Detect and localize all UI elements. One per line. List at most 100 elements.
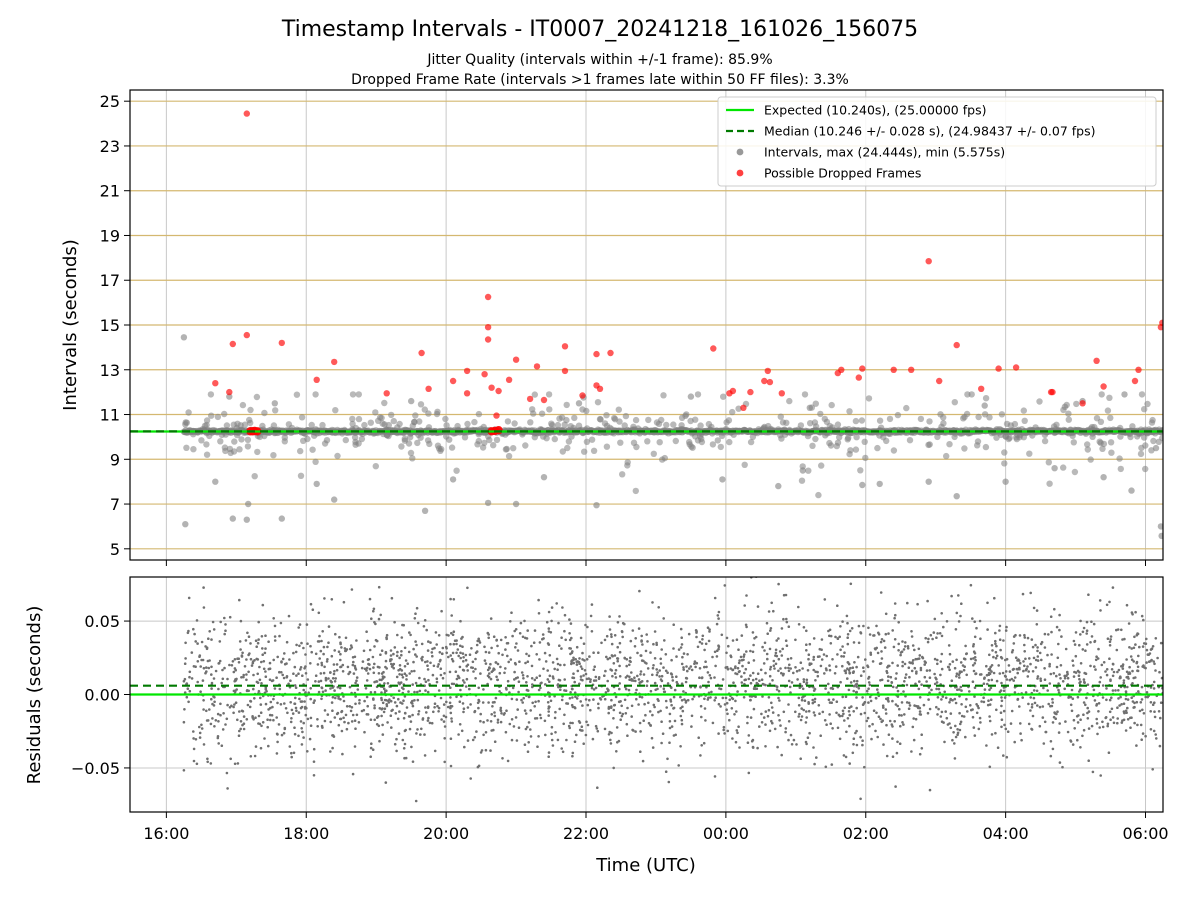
- residual-point: [487, 675, 491, 679]
- residual-point: [183, 662, 187, 665]
- residual-point: [578, 662, 581, 665]
- residual-point: [520, 698, 523, 702]
- residual-point: [418, 689, 422, 693]
- residual-point: [350, 588, 354, 591]
- dropped-frame-point: [488, 384, 495, 391]
- residual-point: [1084, 672, 1088, 675]
- residual-point: [1063, 676, 1067, 680]
- interval-point: [1117, 465, 1125, 473]
- dropped-frame-point: [925, 258, 932, 265]
- residual-point: [973, 635, 977, 639]
- residual-point: [363, 699, 366, 703]
- residual-point: [316, 725, 320, 728]
- residual-point: [1153, 710, 1156, 713]
- residual-point: [639, 673, 642, 676]
- residual-point: [832, 698, 835, 701]
- residual-point: [656, 698, 659, 701]
- dropped-frame-point: [859, 365, 866, 372]
- residual-point: [202, 699, 205, 702]
- residual-point: [842, 712, 845, 716]
- residual-point: [840, 655, 843, 658]
- residual-point: [1028, 657, 1031, 660]
- residual-point: [536, 745, 539, 748]
- residual-point: [702, 741, 706, 745]
- residual-point: [704, 719, 707, 722]
- interval-point: [203, 451, 211, 458]
- residual-point: [202, 708, 205, 711]
- residual-point: [728, 698, 731, 702]
- residual-point: [386, 682, 390, 685]
- residual-point: [1081, 648, 1085, 651]
- residual-point: [183, 691, 187, 694]
- residual-point: [1024, 657, 1027, 661]
- residual-point: [887, 675, 890, 678]
- residual-point: [973, 652, 977, 655]
- residual-point: [839, 625, 842, 628]
- interval-point: [442, 415, 449, 423]
- residual-point: [658, 669, 661, 672]
- residual-point: [767, 708, 771, 712]
- residual-point: [214, 669, 218, 673]
- residual-point: [224, 629, 227, 632]
- residual-point: [434, 631, 438, 634]
- residual-point: [1070, 688, 1074, 692]
- residual-point: [616, 741, 619, 744]
- residual-point: [347, 721, 350, 725]
- residual-point: [653, 657, 657, 660]
- residual-point: [1125, 670, 1129, 674]
- residual-point: [786, 657, 790, 661]
- residual-point: [804, 721, 808, 724]
- residual-point: [254, 745, 258, 748]
- residual-point: [608, 628, 612, 631]
- residual-point: [914, 682, 917, 686]
- residual-point: [1151, 703, 1155, 706]
- residual-point: [936, 696, 940, 699]
- residual-point: [907, 701, 911, 705]
- residual-point: [1048, 664, 1051, 668]
- residual-point: [847, 668, 851, 672]
- residual-point: [198, 736, 202, 739]
- residual-point: [439, 673, 443, 677]
- residual-point: [956, 728, 959, 731]
- residual-point: [852, 670, 855, 673]
- residual-point: [247, 635, 251, 638]
- residual-point: [880, 650, 883, 653]
- interval-point: [414, 439, 421, 447]
- interval-point: [203, 421, 210, 429]
- residual-point: [365, 695, 369, 699]
- residual-point: [273, 687, 277, 690]
- residual-point: [450, 657, 454, 661]
- residual-point: [1101, 720, 1104, 724]
- residual-point: [323, 719, 327, 723]
- interval-point: [575, 400, 583, 407]
- residual-point: [385, 633, 389, 637]
- residual-point: [973, 686, 977, 689]
- residual-point: [1119, 695, 1122, 699]
- residual-point: [859, 712, 863, 716]
- residual-point: [520, 671, 524, 674]
- residual-point: [320, 686, 324, 689]
- residual-point: [880, 638, 884, 641]
- residual-point: [295, 674, 298, 677]
- residual-point: [1000, 696, 1003, 699]
- residual-point: [597, 702, 600, 706]
- residual-point: [1089, 641, 1092, 644]
- interval-point: [1150, 437, 1157, 445]
- residual-point: [1098, 599, 1102, 602]
- residual-point: [563, 689, 566, 692]
- interval-point: [1106, 394, 1113, 401]
- residual-point: [389, 649, 393, 652]
- residual-point: [811, 698, 814, 702]
- residual-point: [744, 572, 747, 575]
- residual-point: [398, 664, 402, 667]
- residual-point: [187, 596, 191, 600]
- interval-point: [741, 461, 748, 468]
- residual-point: [994, 631, 997, 635]
- residual-point: [1112, 721, 1116, 725]
- residual-point: [748, 695, 752, 698]
- residual-point: [1130, 611, 1134, 614]
- residual-point: [850, 705, 853, 708]
- interval-point: [207, 391, 215, 398]
- residual-point: [405, 674, 408, 677]
- residual-point: [333, 680, 337, 683]
